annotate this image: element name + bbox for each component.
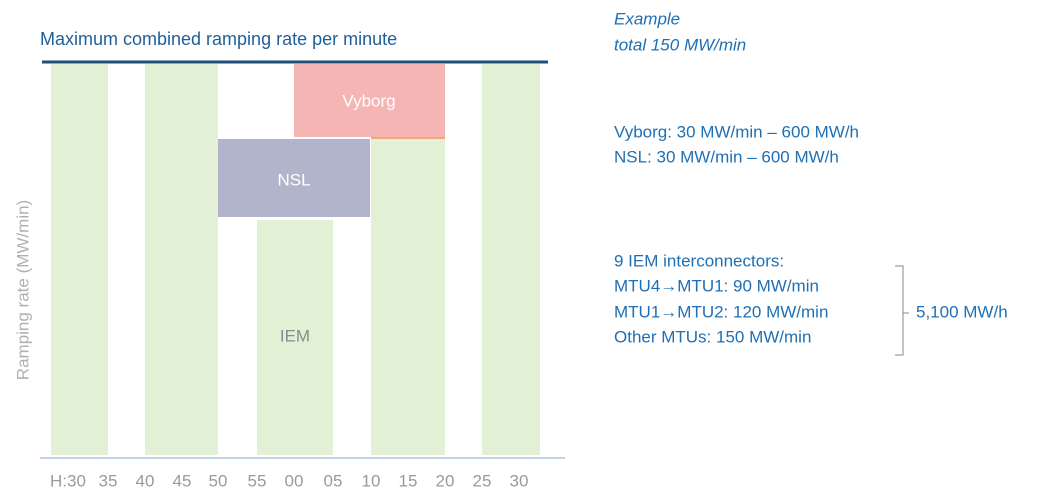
x-tick-label: 15 bbox=[399, 471, 418, 490]
x-tick-label: 20 bbox=[436, 471, 455, 490]
x-tick-label: 35 bbox=[99, 471, 118, 490]
x-tick-label: H:30 bbox=[50, 471, 86, 490]
limit: Vyborg: 30 MW/min – 600 MW/h bbox=[614, 122, 859, 141]
x-tick-label: 10 bbox=[362, 471, 381, 490]
green-bar bbox=[482, 64, 540, 455]
x-tick-label: 05 bbox=[324, 471, 343, 490]
block-label: IEM bbox=[280, 326, 310, 345]
iem-line: Other MTUs: 150 MW/min bbox=[614, 327, 811, 346]
x-tick-label: 55 bbox=[248, 471, 267, 490]
green-bar bbox=[145, 64, 218, 455]
example: Example bbox=[614, 9, 680, 28]
green-bar bbox=[371, 139, 445, 455]
y-axis-label: Ramping rate (MW/min) bbox=[13, 200, 32, 380]
block-label: Vyborg bbox=[342, 91, 395, 110]
x-tick-label: 50 bbox=[209, 471, 228, 490]
x-tick-label: 30 bbox=[510, 471, 529, 490]
iem-line: MTU4→MTU1: 90 MW/min bbox=[614, 276, 819, 295]
x-ticks: H:30 35 40 45 50 55 00 05 10 15 20 25 30 bbox=[50, 471, 528, 490]
iem-bar bbox=[257, 220, 333, 455]
title: Maximum combined ramping rate per minute bbox=[40, 29, 397, 49]
example: total 150 MW/min bbox=[614, 35, 746, 54]
x-tick-label: 25 bbox=[473, 471, 492, 490]
limit: NSL: 30 MW/min – 600 MW/h bbox=[614, 147, 839, 166]
iem-heading: 9 IEM interconnectors: bbox=[614, 251, 784, 270]
x-tick-label: 40 bbox=[136, 471, 155, 490]
vyborg-block bbox=[294, 64, 445, 137]
iem-line: MTU1→MTU2: 120 MW/min bbox=[614, 302, 828, 321]
x-tick-label: 00 bbox=[285, 471, 304, 490]
green-bar bbox=[51, 64, 108, 455]
bars bbox=[51, 64, 540, 455]
bracket bbox=[895, 265, 909, 356]
nsl-block bbox=[218, 139, 370, 217]
block-label: NSL bbox=[277, 170, 310, 189]
iem-total: 5,100 MW/h bbox=[916, 302, 1008, 321]
x-tick-label: 45 bbox=[173, 471, 192, 490]
